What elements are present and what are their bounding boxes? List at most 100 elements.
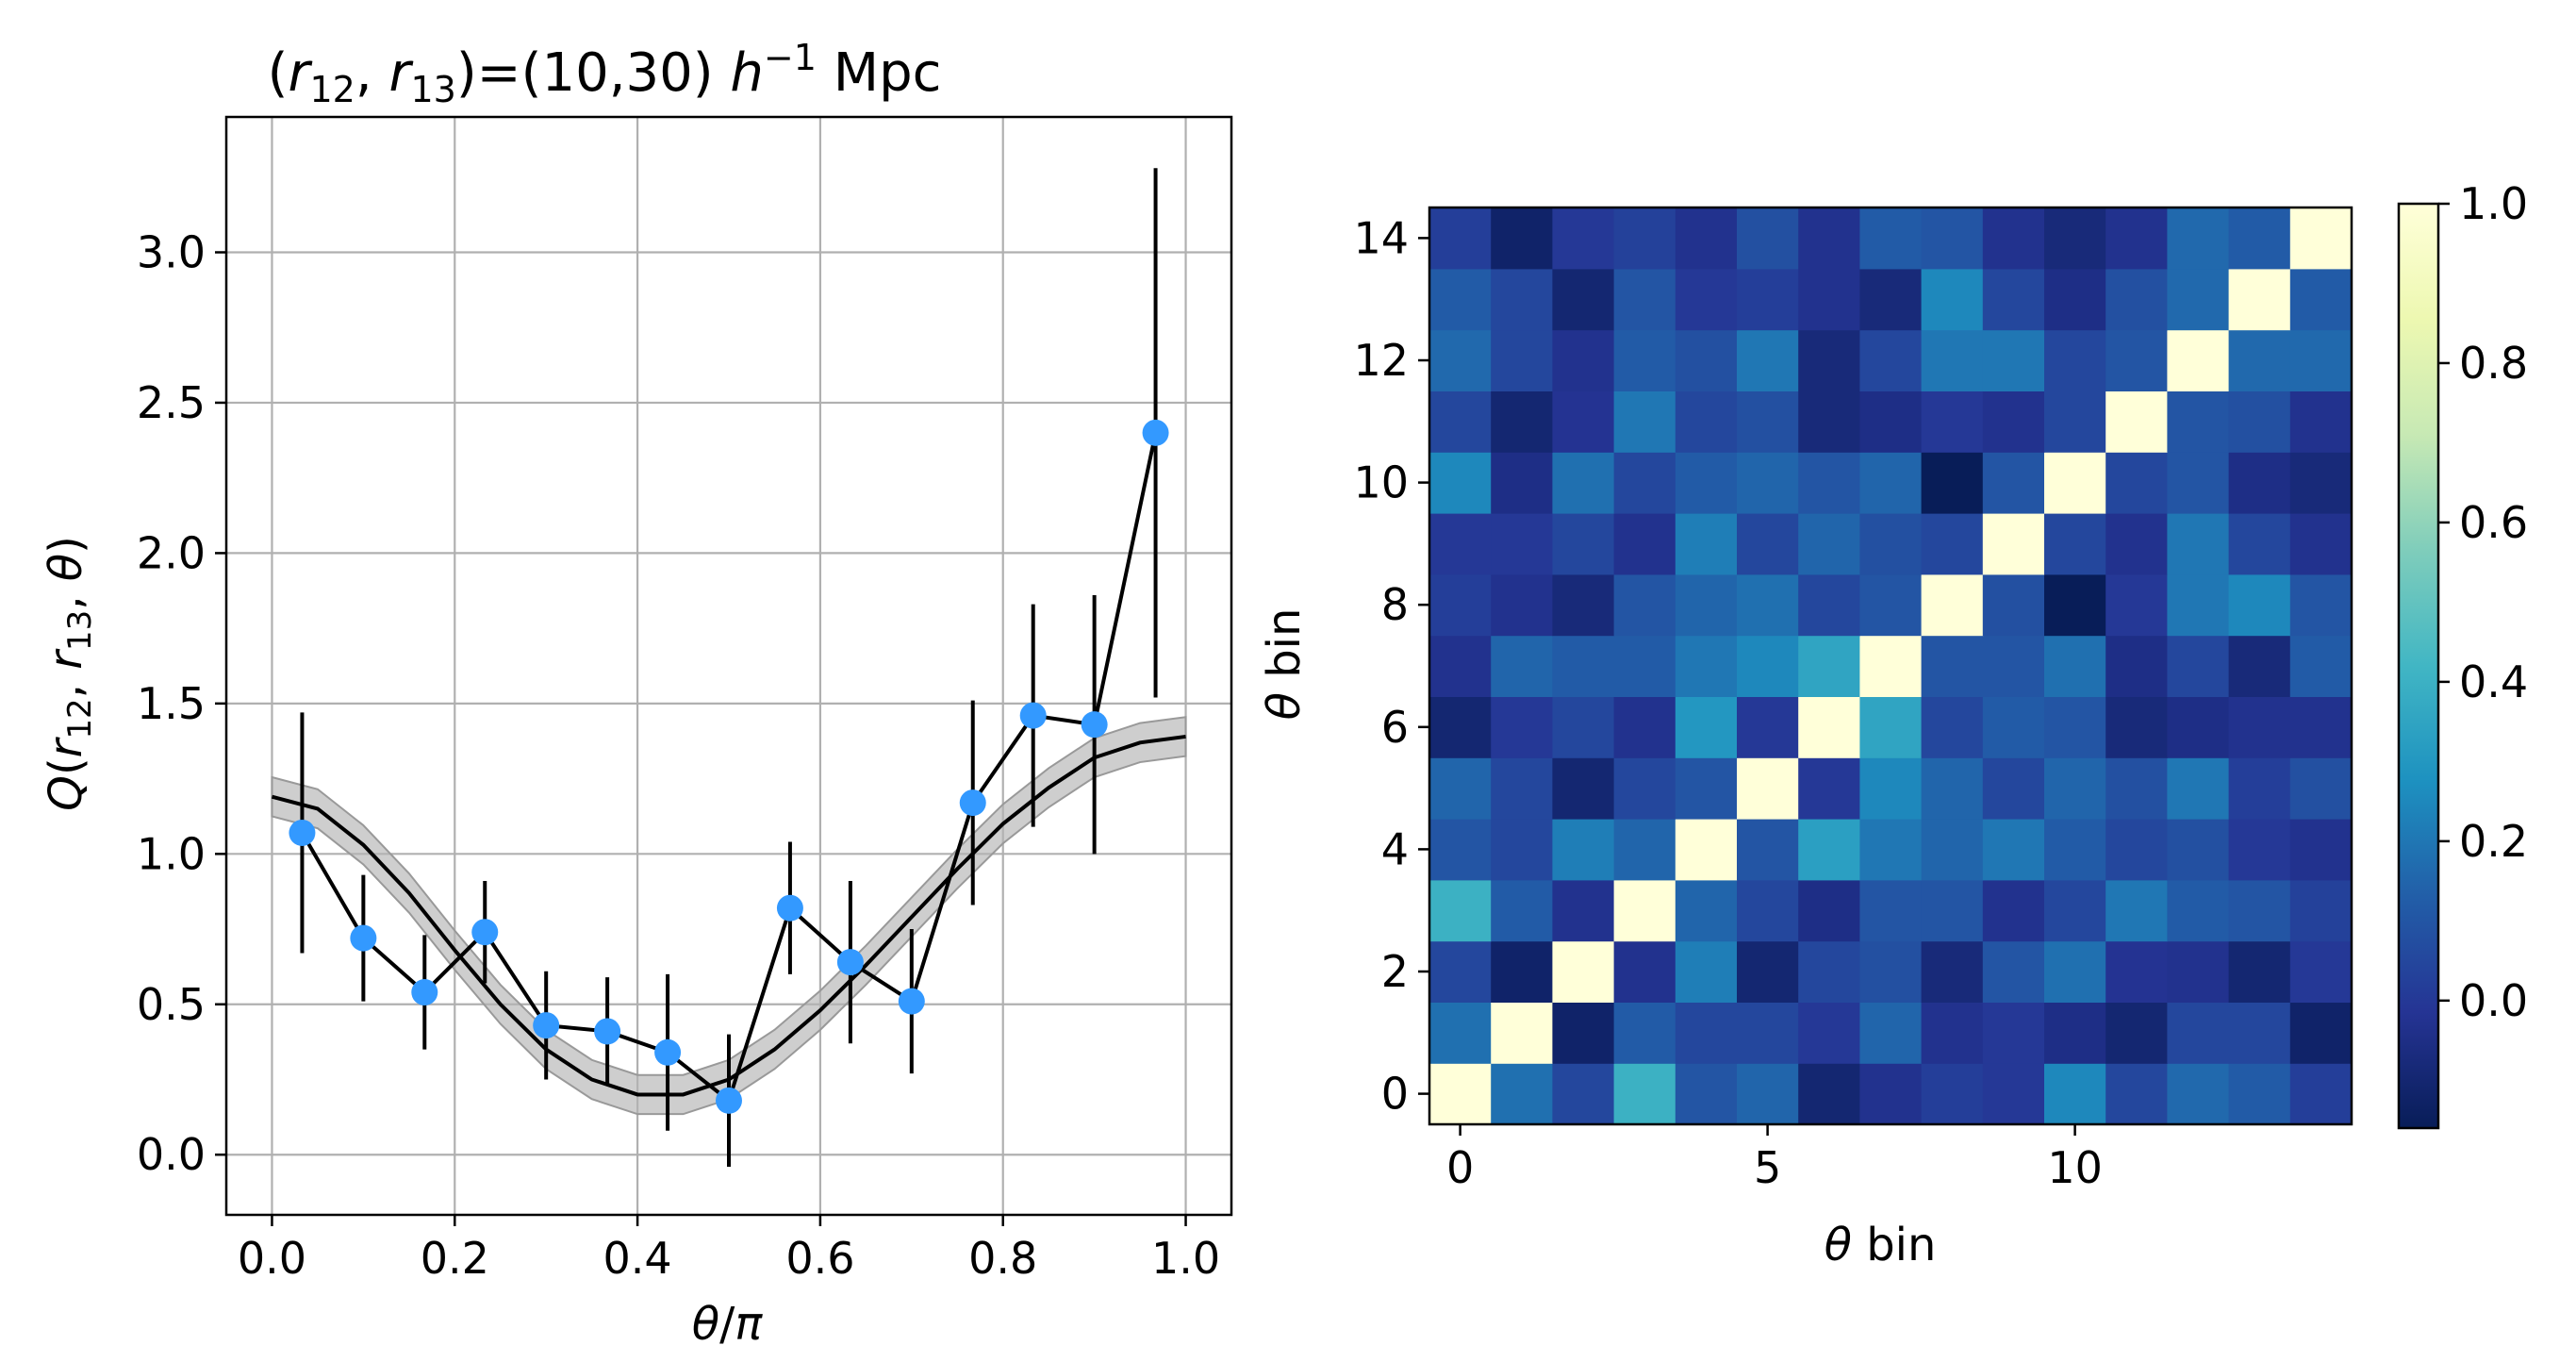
heatmap-cell [1982,513,2045,575]
heatmap-cell [1921,879,1984,942]
heatmap-cell [1798,696,1860,758]
heatmap-cell [1552,329,1615,391]
data-point [836,949,864,976]
heatmap-cell [1613,390,1676,453]
heatmap-cell [1552,696,1615,758]
heatmap-cell [1675,940,1738,1003]
heatmap-cell [1982,1063,2045,1125]
heatmap-cell [1429,819,1492,881]
heatmap-cell [1982,879,2045,942]
heatmap-cell [1552,513,1615,575]
colorbar-tick-label: 1.0 [2459,178,2528,229]
heatmap-cell [1921,1063,1984,1125]
heatmap-cell [1982,696,2045,758]
heatmap-cell [1982,390,2045,453]
heatmap-cell [1491,696,1553,758]
data-points [289,419,1169,1114]
heatmap-cell [1552,208,1615,270]
heatmap-cell [1982,573,2045,637]
heatmap-cell [2105,696,2168,758]
data-point [594,1018,621,1045]
heatmap-cell [1921,573,1984,637]
heatmap-cell [2167,879,2230,942]
colorbar-tick-label: 0.0 [2459,975,2528,1026]
heatmap-cell [1859,940,1923,1003]
heatmap-cell [1737,513,1799,575]
heatmap-cell [1921,452,1984,514]
heatmap-cell [1491,329,1553,391]
heatmap-cell [2167,819,2230,881]
data-point [1019,702,1047,729]
heatmap-cell [1982,635,2045,697]
x-tick-label: 0 [1446,1142,1474,1193]
colorbar-tick-label: 0.6 [2459,497,2528,548]
heatmap-cell [1798,757,1860,820]
y-tick-label: 10 [1353,457,1409,508]
heatmap-cell [2105,208,2168,270]
heatmap-cell [2289,819,2353,881]
heatmap-cell [1429,940,1492,1003]
heatmap-cell [2228,1063,2291,1125]
heatmap-cell [1675,513,1738,575]
heatmap-cell [1429,390,1492,453]
heatmap-cell [1429,268,1492,331]
heatmap-cell [1675,879,1738,942]
heatmap-cell [1613,757,1676,820]
heatmap-cell [2044,635,2106,697]
heatmap-cell [2289,329,2353,391]
heatmap-cell [1675,452,1738,514]
y-tick-label: 8 [1381,579,1409,630]
heatmap-cell [1859,208,1923,270]
heatmap-cell [1491,940,1553,1003]
y-tick-label: 0.0 [137,1129,206,1180]
heatmap-cell [2289,573,2353,637]
heatmap-cell [1429,452,1492,514]
heatmap-cell [1921,513,1984,575]
heatmap-cell [1675,329,1738,391]
heatmap-cell [1921,635,1984,697]
heatmap-cell [1737,819,1799,881]
heatmap-cell [1613,819,1676,881]
x-tick-label: 0.0 [238,1233,306,1284]
heatmap-cells [1429,208,2353,1125]
heatmap-cell [2105,513,2168,575]
y-tick-label: 2 [1381,946,1409,997]
heatmap-cell [1613,452,1676,514]
heatmap-cell [2044,573,2106,637]
heatmap-cell [1491,390,1553,453]
heatmap-cell [2289,452,2353,514]
heatmap-cell [2044,268,2106,331]
heatmap-cell [2167,452,2230,514]
data-point [289,819,316,846]
heatmap-cell [1859,1002,1923,1064]
colorbar-frame [2397,202,2440,1130]
heatmap-cell [1675,757,1738,820]
heatmap-cell [1982,757,2045,820]
heatmap-cell [1675,1063,1738,1125]
heatmap-cell [2105,268,2168,331]
heatmap-cell [2044,329,2106,391]
heatmap-cell [1491,635,1553,697]
heatmap-cell [1798,329,1860,391]
heatmap-cell [1921,819,1984,881]
heatmap-cell [2167,1002,2230,1064]
heatmap-x-ticks: 0 5 10 [1446,1124,2103,1193]
data-point [1142,419,1169,446]
left-x-ticks: 0.0 0.2 0.4 0.6 0.8 1.0 [238,1215,1220,1284]
heatmap-cell [1859,513,1923,575]
heatmap-cell [1613,696,1676,758]
heatmap-cell [1737,208,1799,270]
colorbar: 0.0 0.2 0.4 0.6 0.8 1.0 [2397,178,2528,1130]
data-point [716,1087,742,1114]
heatmap-cell [1491,573,1553,637]
heatmap-cell [2228,879,2291,942]
y-tick-label: 2.0 [137,527,206,578]
x-tick-label: 0.4 [603,1233,672,1284]
heatmap-cell [1737,268,1799,331]
heatmap-cell [1675,268,1738,331]
heatmap-cell [1491,819,1553,881]
colorbar-ticks: 0.0 0.2 0.4 0.6 0.8 1.0 [2438,178,2528,1026]
heatmap-cell [1737,940,1799,1003]
y-tick-label: 0 [1381,1069,1409,1120]
